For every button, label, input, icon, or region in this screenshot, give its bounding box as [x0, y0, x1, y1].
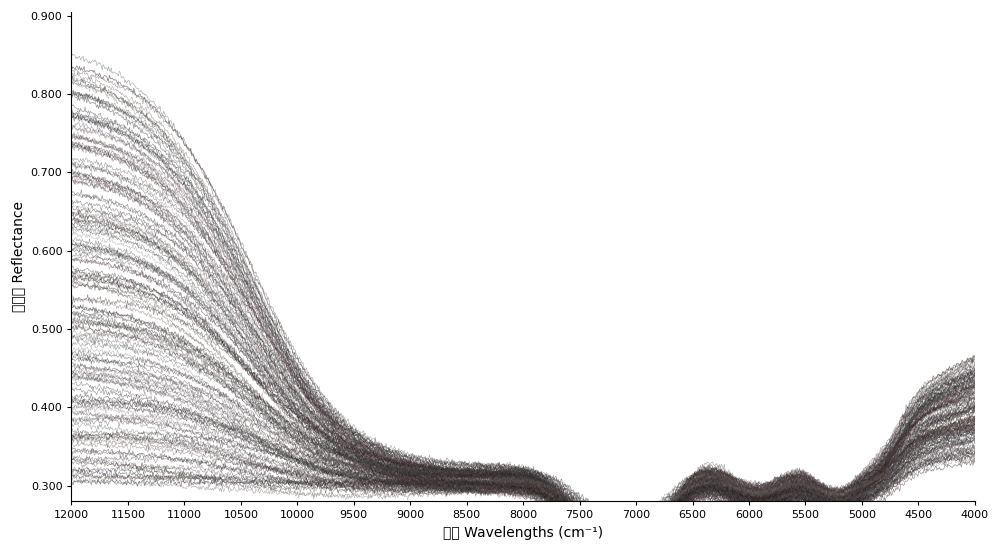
Y-axis label: 反射率 Reflectance: 反射率 Reflectance — [11, 201, 25, 312]
X-axis label: 波长 Wavelengths (cm⁻¹): 波长 Wavelengths (cm⁻¹) — [443, 526, 603, 540]
